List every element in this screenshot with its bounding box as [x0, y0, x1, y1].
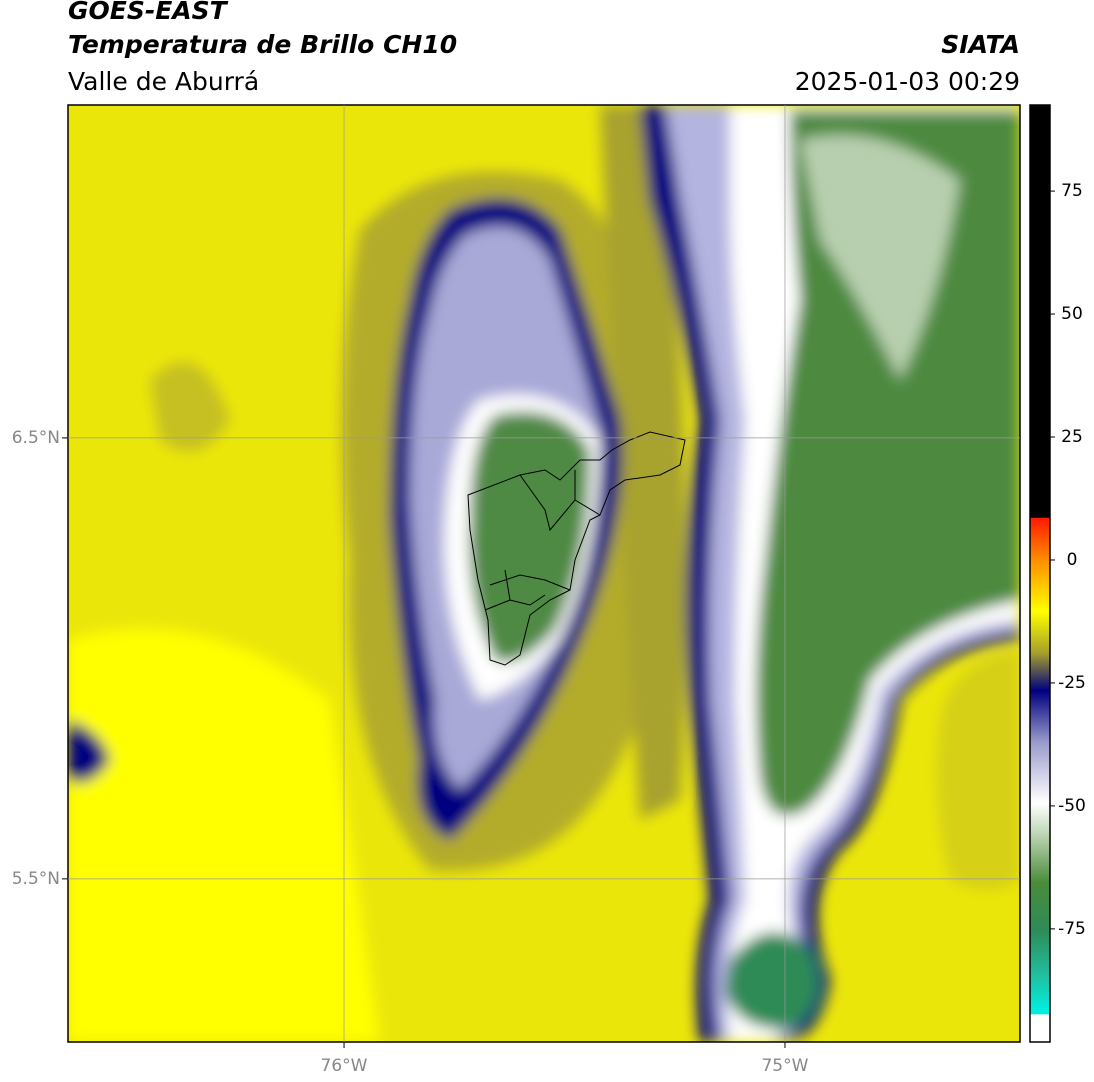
colorbar-tick-label: -75: [1058, 919, 1086, 939]
colorbar: [1029, 104, 1051, 1043]
colorbar-tick-label: 0: [1067, 550, 1078, 570]
subtitle: Temperatura de Brillo CH10: [68, 30, 457, 59]
colorbar-tick-label: -25: [1058, 673, 1086, 693]
x-tick-label: 76°W: [321, 1056, 368, 1076]
municipality-borders: [467, 431, 686, 666]
map-image: [68, 105, 1020, 1042]
colorbar-tick-label: 50: [1061, 304, 1083, 324]
colorbar-tick-label: 25: [1061, 427, 1083, 447]
map-frame: [67, 104, 1021, 1043]
colorbar-tick-label: -50: [1058, 796, 1086, 816]
title: GOES-EAST: [68, 0, 229, 25]
x-tick-label: 75°W: [761, 1056, 808, 1076]
region: Valle de Aburrá: [68, 67, 259, 96]
y-tick-label: 6.5°N: [12, 428, 60, 448]
datetime: 2025-01-03 00:29: [795, 67, 1020, 96]
y-tick-label: 5.5°N: [12, 869, 60, 889]
colorbar-tick-label: 75: [1061, 181, 1083, 201]
source: SIATA: [941, 30, 1020, 59]
